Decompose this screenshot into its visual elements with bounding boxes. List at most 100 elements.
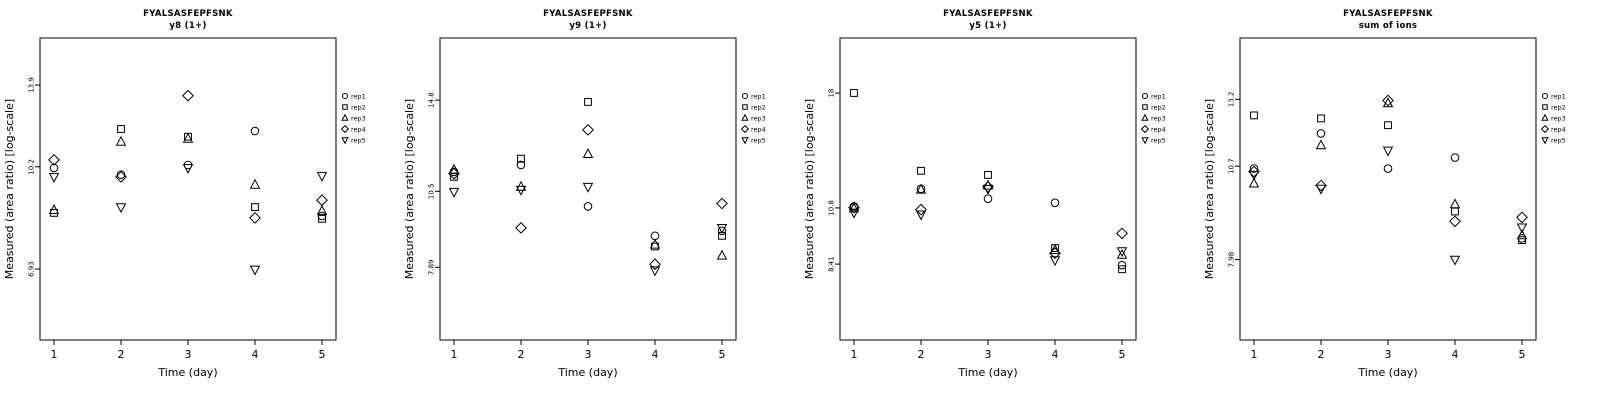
y-tick-label: 13.9	[28, 77, 36, 93]
point-circle-symbol	[1050, 198, 1060, 208]
point-triangle-up-symbol	[1116, 248, 1128, 259]
point-triangle-up-symbol	[915, 183, 927, 194]
point-triangle-up-symbol	[1315, 139, 1327, 150]
legend-square-symbol	[742, 104, 748, 110]
x-tick-label: 4	[1452, 348, 1459, 361]
y-tick-label: 10.8	[828, 200, 836, 216]
legend-triangle-up-symbol	[1541, 113, 1549, 121]
y-axis-label: Measured (area ratio) [log-scale]	[1203, 99, 1216, 279]
point-triangle-down-symbol	[582, 182, 594, 193]
legend-square-symbol	[1142, 104, 1148, 110]
chart-title: FYALSASFEPFSNK	[943, 9, 1033, 19]
chart-panel-1-y8-1-: FYALSASFEPFSNK y8 (1+) 6.93 10.2 13.9 1 2 3 4 5 Ti…	[0, 0, 400, 400]
point-circle-symbol	[1450, 153, 1460, 162]
chart-panel-2-y9-1-: FYALSASFEPFSNK y9 (1+) 7.89 10.5 14.8 1 2 3 4 5 Ti…	[400, 0, 800, 400]
point-circle-symbol	[1117, 260, 1127, 270]
point-circle-symbol	[983, 194, 993, 203]
legend-label: rep3	[351, 115, 366, 123]
point-triangle-down-symbol	[1516, 223, 1528, 234]
x-tick-label: 1	[51, 348, 58, 361]
scatter-plot: FYALSASFEPFSNK y5 (1+) 8.41 10.8 18 1 2 3 4 5 Time…	[803, 9, 1166, 379]
point-diamond-symbol	[316, 194, 328, 207]
y-tick-label: 10.2	[28, 159, 36, 175]
legend-label: rep2	[1151, 104, 1166, 112]
point-triangle-up-symbol	[448, 163, 460, 174]
point-triangle-down-symbol	[1049, 256, 1061, 267]
legend-label: rep1	[1151, 93, 1166, 101]
y-tick-label: 8.41	[828, 256, 836, 272]
point-diamond-symbol	[249, 211, 261, 224]
x-tick-label: 5	[1519, 348, 1526, 361]
legend-square-symbol	[342, 104, 348, 110]
legend-label: rep5	[751, 137, 766, 145]
y-axis-label: Measured (area ratio) [log-scale]	[803, 99, 816, 279]
point-triangle-up-symbol	[1248, 177, 1260, 188]
point-triangle-up-symbol	[1049, 244, 1061, 254]
point-diamond-symbol	[1315, 179, 1327, 192]
y-tick-label: 18	[828, 89, 836, 98]
chart-panel-4-sum-of-ions: FYALSASFEPFSNK sum of ions 7.98 10.7 13.2 1 2 3…	[1200, 0, 1600, 400]
x-axis-label: Time (day)	[957, 366, 1017, 379]
point-square-symbol	[984, 171, 992, 179]
point-triangle-down-symbol	[316, 171, 328, 182]
point-diamond-symbol	[1516, 211, 1528, 224]
x-tick-label: 3	[585, 348, 592, 361]
legend-label: rep5	[1551, 137, 1566, 145]
point-diamond-symbol	[1382, 94, 1394, 107]
x-axis-label: Time (day)	[1357, 366, 1417, 379]
chart-title: FYALSASFEPFSNK	[1343, 9, 1433, 19]
point-triangle-down-symbol	[982, 184, 994, 195]
legend-triangle-down-symbol	[1541, 137, 1549, 145]
point-diamond-symbol	[515, 221, 527, 234]
legend-triangle-down-symbol	[341, 137, 349, 145]
legend-triangle-down-symbol	[741, 137, 749, 145]
legend-label: rep4	[1551, 126, 1566, 134]
chart-subtitle: sum of ions	[1359, 21, 1418, 31]
point-triangle-down-symbol	[115, 203, 127, 214]
x-tick-label: 4	[1052, 348, 1059, 361]
point-triangle-up-symbol	[848, 202, 860, 213]
point-square-symbol	[318, 214, 326, 223]
legend-triangle-up-symbol	[741, 113, 749, 121]
x-tick-label: 5	[319, 348, 326, 361]
point-circle-symbol	[583, 202, 593, 211]
y-tick-label: 6.93	[28, 261, 36, 277]
point-square-symbol	[117, 125, 125, 133]
x-tick-label: 1	[851, 348, 858, 361]
legend-circle-symbol	[742, 93, 748, 99]
point-triangle-down-symbol	[1449, 255, 1461, 266]
point-triangle-up-symbol	[649, 238, 661, 249]
y-axis-label: Measured (area ratio) [log-scale]	[3, 99, 16, 279]
x-tick-label: 3	[985, 348, 992, 361]
point-diamond-symbol	[649, 258, 661, 271]
legend-label: rep3	[1551, 115, 1566, 123]
y-tick-label: 14.8	[428, 92, 436, 108]
point-diamond-symbol	[848, 201, 860, 214]
legend-circle-symbol	[1142, 93, 1148, 99]
point-circle-symbol	[1383, 164, 1393, 173]
legend-diamond-symbol	[1140, 124, 1150, 134]
point-triangle-down-symbol	[716, 224, 728, 234]
point-triangle-down-symbol	[1382, 146, 1394, 157]
x-axis-label: Time (day)	[557, 366, 617, 379]
legend-diamond-symbol	[740, 124, 750, 134]
x-tick-label: 4	[652, 348, 659, 361]
x-tick-label: 3	[1385, 348, 1392, 361]
legend-label: rep5	[351, 137, 366, 145]
y-tick-label: 10.7	[1228, 158, 1236, 174]
point-circle-symbol	[650, 231, 660, 241]
point-triangle-down-symbol	[915, 210, 927, 221]
scatter-plot: FYALSASFEPFSNK y8 (1+) 6.93 10.2 13.9 1 2 3 4 5 Ti…	[3, 9, 366, 379]
point-triangle-down-symbol	[1315, 184, 1327, 195]
legend-square-symbol	[1542, 104, 1548, 110]
point-triangle-up-symbol	[182, 132, 194, 143]
point-circle-symbol	[116, 170, 126, 179]
legend-label: rep1	[1551, 93, 1566, 101]
chart-panel-3-y5-1-: FYALSASFEPFSNK y5 (1+) 8.41 10.8 18 1 2 3 4 5 Time…	[800, 0, 1200, 400]
point-diamond-symbol	[182, 89, 194, 102]
x-tick-label: 5	[719, 348, 726, 361]
point-circle-symbol	[516, 160, 526, 170]
point-diamond-symbol	[1248, 165, 1260, 178]
legend-label: rep3	[1151, 115, 1166, 123]
legend-label: rep2	[751, 104, 766, 112]
